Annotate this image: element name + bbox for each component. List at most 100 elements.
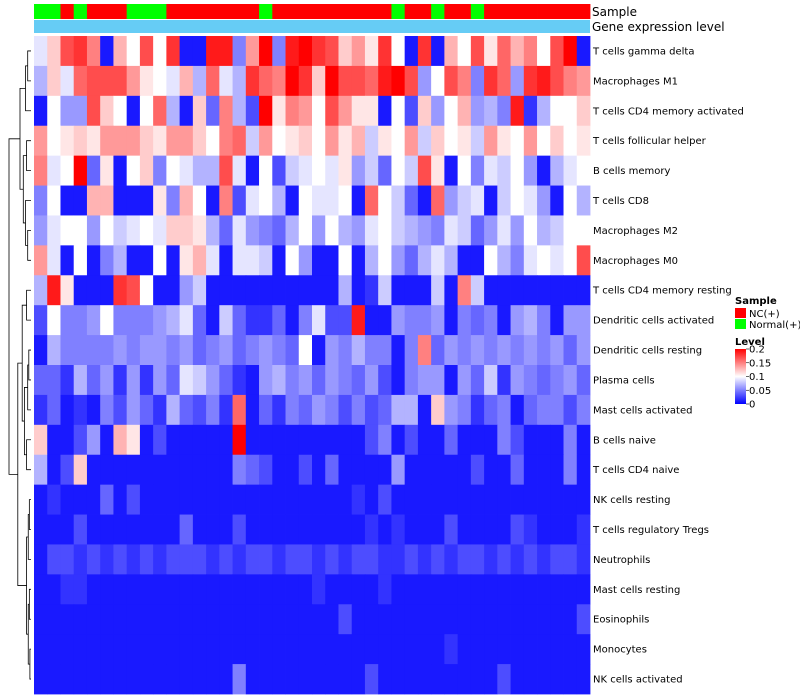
heatmap-cell bbox=[563, 634, 578, 665]
heatmap-cell bbox=[272, 365, 286, 396]
heatmap-cell bbox=[179, 394, 194, 426]
heatmap-cell bbox=[563, 544, 578, 575]
heatmap-cell bbox=[364, 664, 379, 695]
heatmap-cell bbox=[47, 36, 61, 67]
heatmap-cell bbox=[351, 36, 366, 67]
heatmap-cell bbox=[245, 335, 260, 366]
heatmap-cell bbox=[364, 604, 379, 635]
heatmap-cell bbox=[219, 95, 233, 127]
heatmap-cell bbox=[73, 424, 88, 456]
heatmap-cell bbox=[576, 155, 591, 186]
heatmap-cell bbox=[139, 514, 154, 545]
heatmap-cell bbox=[86, 125, 101, 157]
dendrogram-branch bbox=[19, 87, 26, 190]
heatmap-cell bbox=[417, 514, 432, 545]
heatmap-cell bbox=[113, 484, 128, 515]
heatmap-cell bbox=[510, 275, 525, 306]
heatmap-cell bbox=[364, 65, 379, 97]
heatmap-cell bbox=[444, 275, 459, 306]
heatmap-cell bbox=[153, 424, 167, 456]
sample-annotation-cell bbox=[113, 4, 128, 19]
heatmap-cell bbox=[73, 275, 88, 306]
heatmap-cell bbox=[312, 365, 326, 396]
heatmap-cell bbox=[484, 125, 498, 157]
heatmap-cell bbox=[126, 574, 141, 605]
heatmap-cell bbox=[192, 275, 207, 306]
heatmap-cell bbox=[404, 604, 419, 635]
heatmap-cell bbox=[285, 424, 300, 456]
heatmap-cell bbox=[192, 514, 207, 545]
heatmap-cell bbox=[457, 424, 472, 456]
heatmap-cell bbox=[378, 544, 392, 575]
heatmap-cell bbox=[166, 604, 181, 635]
heatmap-cell bbox=[404, 454, 419, 486]
heatmap-cell bbox=[166, 424, 181, 456]
heatmap-cell bbox=[550, 544, 564, 575]
heatmap-cell bbox=[60, 155, 75, 186]
heatmap-cell bbox=[126, 634, 141, 665]
heatmap-cell bbox=[259, 574, 273, 605]
sample-annotation-cell bbox=[60, 4, 75, 19]
heatmap-cell bbox=[285, 454, 300, 486]
sample-legend: Sample NC(+) Normal(+) bbox=[735, 296, 800, 331]
sample-annotation-cell bbox=[470, 4, 485, 19]
heatmap-cell bbox=[34, 365, 48, 396]
heatmap-cell bbox=[126, 36, 141, 67]
heatmap-cell bbox=[444, 65, 459, 97]
heatmap-cell bbox=[139, 574, 154, 605]
heatmap-cell bbox=[179, 36, 194, 67]
heatmap-cell bbox=[47, 664, 61, 695]
heatmap-cell bbox=[100, 215, 114, 246]
heatmap-cell bbox=[206, 245, 220, 276]
heatmap-cell bbox=[245, 365, 260, 396]
heatmap-cell bbox=[219, 394, 233, 426]
heatmap-cell bbox=[259, 394, 273, 426]
heatmap-cell bbox=[285, 544, 300, 575]
heatmap-cell bbox=[298, 514, 313, 545]
heatmap-cell bbox=[484, 305, 498, 336]
heatmap-cell bbox=[272, 215, 286, 246]
heatmap-cell bbox=[100, 664, 114, 695]
dendrogram-branch bbox=[25, 65, 31, 112]
heatmap-cell bbox=[391, 454, 406, 486]
heatmap-cell bbox=[219, 125, 233, 157]
heatmap-cell bbox=[312, 305, 326, 336]
heatmap-cell bbox=[364, 215, 379, 246]
heatmap-cell bbox=[523, 275, 538, 306]
heatmap-cell bbox=[484, 65, 498, 97]
heatmap-cell bbox=[285, 95, 300, 127]
heatmap-cell bbox=[86, 215, 101, 246]
heatmap-cell bbox=[126, 305, 141, 336]
heatmap-cell bbox=[232, 65, 247, 97]
heatmap-cell bbox=[470, 424, 485, 456]
heatmap-cell bbox=[576, 394, 591, 426]
heatmap-cell bbox=[338, 95, 353, 127]
sample-annotation-cell bbox=[179, 4, 194, 19]
heatmap-cell bbox=[523, 65, 538, 97]
heatmap-cell bbox=[47, 454, 61, 486]
heatmap-cell bbox=[457, 155, 472, 186]
heatmap-cell bbox=[523, 335, 538, 366]
heatmap-cell bbox=[272, 394, 286, 426]
heatmap-cell bbox=[523, 574, 538, 605]
heatmap-cell bbox=[272, 335, 286, 366]
heatmap-cell bbox=[60, 454, 75, 486]
heatmap-cell bbox=[206, 604, 220, 635]
heatmap-cell bbox=[391, 484, 406, 515]
heatmap-cell bbox=[497, 454, 511, 486]
heatmap-cell bbox=[73, 155, 88, 186]
heatmap-cell bbox=[206, 95, 220, 127]
heatmap-cell bbox=[232, 155, 247, 186]
sample-annotation-cell bbox=[298, 4, 313, 19]
heatmap-cell bbox=[537, 664, 551, 695]
heatmap-cell bbox=[325, 514, 339, 545]
heatmap-cell bbox=[497, 305, 511, 336]
heatmap-cell bbox=[312, 36, 326, 67]
heatmap-cell bbox=[219, 664, 233, 695]
heatmap-cell bbox=[550, 394, 564, 426]
heatmap-cell bbox=[34, 305, 48, 336]
heatmap-cell bbox=[338, 215, 353, 246]
dendrogram-branch bbox=[28, 349, 31, 381]
heatmap-cell bbox=[563, 574, 578, 605]
dendrogram-branch bbox=[28, 588, 31, 620]
